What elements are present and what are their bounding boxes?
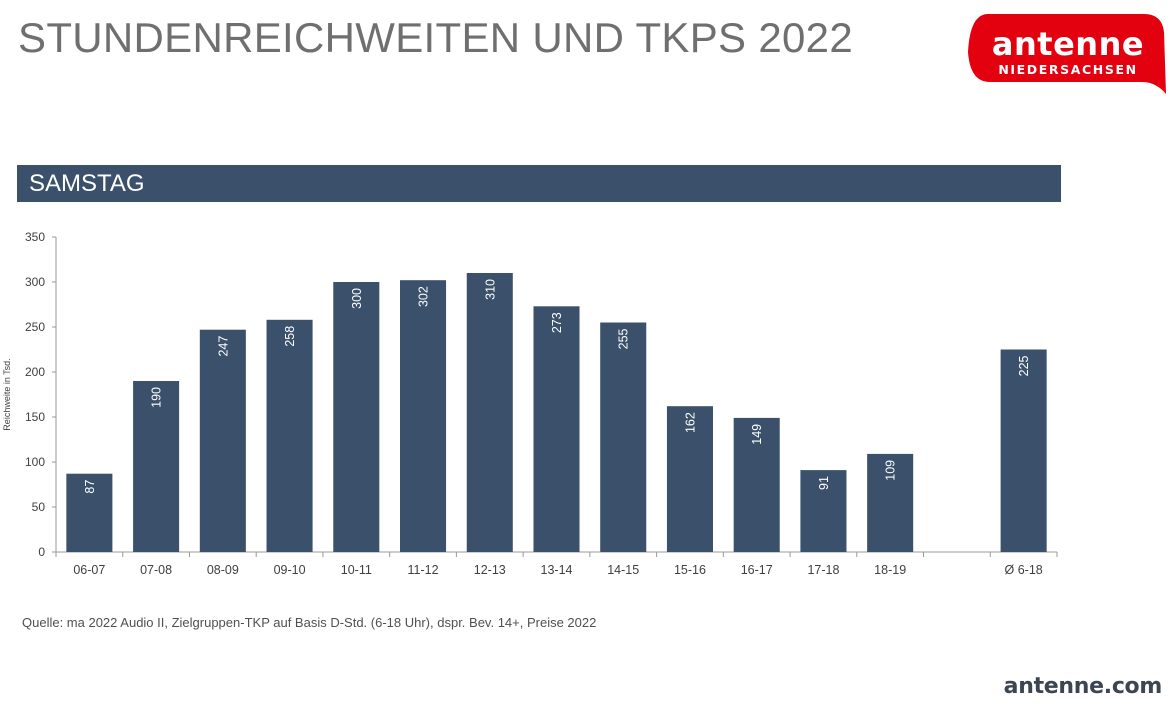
- data-label: 255: [617, 328, 631, 349]
- bar: [867, 453, 914, 552]
- y-tick-label: 100: [25, 455, 45, 469]
- data-label: 87: [83, 480, 97, 494]
- x-tick-label: 15-16: [674, 563, 706, 577]
- y-tick-label: 300: [25, 275, 45, 289]
- x-tick-label: 13-14: [541, 563, 573, 577]
- bar: [1000, 349, 1047, 552]
- y-tick-label: 50: [32, 500, 46, 514]
- x-tick-label: 10-11: [341, 563, 372, 577]
- bar: [666, 406, 713, 552]
- y-axis-title: Reichweite in Tsd.: [2, 358, 12, 430]
- x-tick-label: 08-09: [207, 563, 239, 577]
- data-label: 109: [884, 460, 898, 481]
- bar: [533, 306, 580, 552]
- data-label: 302: [417, 286, 431, 307]
- x-tick-label: 18-19: [874, 563, 906, 577]
- source-note: Quelle: ma 2022 Audio II, Zielgruppen-TK…: [22, 615, 597, 630]
- data-label: 91: [817, 476, 831, 490]
- website-link[interactable]: antenne.com: [1003, 674, 1163, 699]
- bar: [66, 473, 113, 552]
- x-tick-label: 17-18: [807, 563, 839, 577]
- bar: [600, 322, 647, 552]
- bar-chart: 0 50 100 150 200 250 300 350 Reichweite in Tsd. 8…: [2, 230, 1058, 577]
- data-label: 247: [216, 336, 230, 357]
- y-tick-label: 350: [25, 230, 45, 244]
- section-banner: SAMSTAG: [17, 165, 1061, 202]
- x-tick-label: 07-08: [140, 563, 172, 577]
- x-tick-label: Ø 6-18: [1005, 563, 1043, 577]
- data-label: 300: [350, 288, 364, 309]
- bar: [199, 329, 246, 552]
- x-tick-label: 09-10: [274, 563, 306, 577]
- logo-subtitle: NIEDERSACHSEN: [998, 62, 1138, 77]
- bar: [800, 470, 847, 552]
- page-title: STUNDENREICHWEITEN UND TKPS 2022: [18, 14, 853, 61]
- brand-logo: antenne NIEDERSACHSEN: [966, 12, 1168, 96]
- y-tick-label: 150: [25, 410, 45, 424]
- data-label: 162: [683, 412, 697, 433]
- bar: [400, 280, 447, 552]
- x-tick-label: 12-13: [474, 563, 506, 577]
- x-tick-label: 14-15: [607, 563, 639, 577]
- bar: [333, 282, 380, 552]
- data-label: 310: [483, 279, 497, 300]
- logo-badge-shape: [968, 14, 1166, 94]
- section-label: SAMSTAG: [29, 170, 145, 197]
- x-tick-label: 16-17: [741, 563, 773, 577]
- data-label: 225: [1017, 355, 1031, 376]
- y-tick-label: 0: [38, 545, 45, 559]
- data-label: 273: [550, 312, 564, 333]
- x-tick-label: 06-07: [73, 563, 105, 577]
- x-tick-label: 11-12: [408, 563, 439, 577]
- data-label: 258: [283, 326, 297, 347]
- data-label: 190: [150, 387, 164, 408]
- bar: [466, 273, 513, 552]
- bar: [733, 417, 780, 552]
- data-label: 149: [750, 424, 764, 445]
- y-tick-label: 250: [25, 320, 45, 334]
- y-tick-label: 200: [25, 365, 45, 379]
- bar: [133, 381, 180, 552]
- logo-wordmark: antenne: [991, 25, 1145, 63]
- bar: [266, 319, 313, 552]
